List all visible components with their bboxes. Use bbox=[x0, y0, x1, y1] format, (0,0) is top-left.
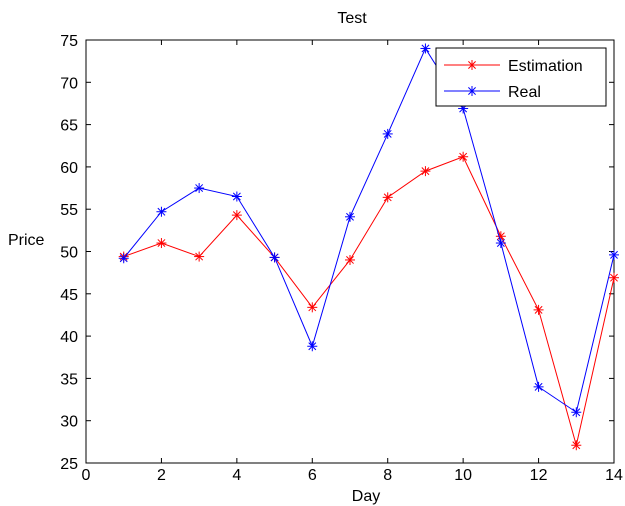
data-point-real bbox=[609, 249, 619, 260]
data-point-real bbox=[382, 128, 393, 139]
data-point-real bbox=[345, 211, 355, 222]
series-line-estimation bbox=[123, 156, 615, 446]
y-tick-label: 30 bbox=[60, 414, 78, 431]
data-point-real bbox=[533, 381, 544, 392]
y-tick-label: 25 bbox=[60, 456, 78, 473]
data-point-estimation bbox=[382, 192, 393, 203]
series-estimation bbox=[118, 151, 619, 451]
axis-ticks: 0 2 4 6 8 10 12 14 25 30 35 40 45 50 55 60 65 70 75 bbox=[60, 33, 623, 484]
series-layer bbox=[118, 43, 619, 451]
y-axis-label: Price bbox=[8, 232, 45, 249]
y-tick-label: 35 bbox=[60, 371, 78, 388]
legend-entry: Real bbox=[444, 84, 541, 101]
chart-title: Test bbox=[337, 10, 367, 27]
x-tick-label: 12 bbox=[530, 467, 548, 484]
y-tick-label: 75 bbox=[60, 33, 78, 50]
data-point-estimation bbox=[571, 440, 582, 451]
data-point-estimation bbox=[609, 272, 619, 283]
data-point-real bbox=[420, 43, 431, 54]
data-point-real bbox=[269, 252, 280, 263]
y-tick-label: 55 bbox=[60, 202, 78, 219]
legend-label: Real bbox=[508, 84, 541, 101]
data-point-real bbox=[571, 407, 582, 418]
data-point-estimation bbox=[231, 210, 242, 221]
x-tick-label: 14 bbox=[605, 467, 623, 484]
series-line-real bbox=[123, 47, 615, 414]
data-point-real bbox=[495, 238, 506, 249]
y-tick-label: 50 bbox=[60, 245, 78, 262]
legend-marker bbox=[467, 86, 477, 96]
data-point-estimation bbox=[307, 302, 318, 313]
legend-label: Estimation bbox=[508, 58, 583, 75]
data-point-real bbox=[231, 191, 242, 202]
data-point-real bbox=[307, 341, 318, 352]
data-point-estimation bbox=[420, 166, 431, 177]
x-tick-label: 8 bbox=[383, 467, 392, 484]
y-tick-label: 70 bbox=[60, 75, 78, 92]
series-real bbox=[118, 43, 619, 418]
data-point-estimation bbox=[458, 151, 469, 162]
y-tick-label: 40 bbox=[60, 329, 78, 346]
data-point-estimation bbox=[156, 238, 167, 249]
legend-box bbox=[435, 47, 607, 107]
y-tick-label: 65 bbox=[60, 118, 78, 135]
x-tick-label: 0 bbox=[82, 467, 91, 484]
data-point-real bbox=[118, 253, 129, 264]
data-point-real bbox=[156, 206, 167, 217]
data-point-real bbox=[194, 183, 205, 194]
x-tick-label: 2 bbox=[157, 467, 166, 484]
data-point-estimation bbox=[194, 251, 205, 262]
y-tick-label: 60 bbox=[60, 160, 78, 177]
x-tick-label: 6 bbox=[308, 467, 317, 484]
legend-entry: Estimation bbox=[444, 58, 583, 75]
data-point-estimation bbox=[345, 254, 355, 265]
x-tick-label: 4 bbox=[232, 467, 241, 484]
legend-marker bbox=[467, 60, 477, 70]
x-tick-label: 10 bbox=[454, 467, 472, 484]
data-point-estimation bbox=[533, 304, 544, 315]
y-tick-label: 45 bbox=[60, 287, 78, 304]
legend: Estimation Real bbox=[435, 47, 607, 107]
x-axis-label: Day bbox=[352, 488, 380, 505]
